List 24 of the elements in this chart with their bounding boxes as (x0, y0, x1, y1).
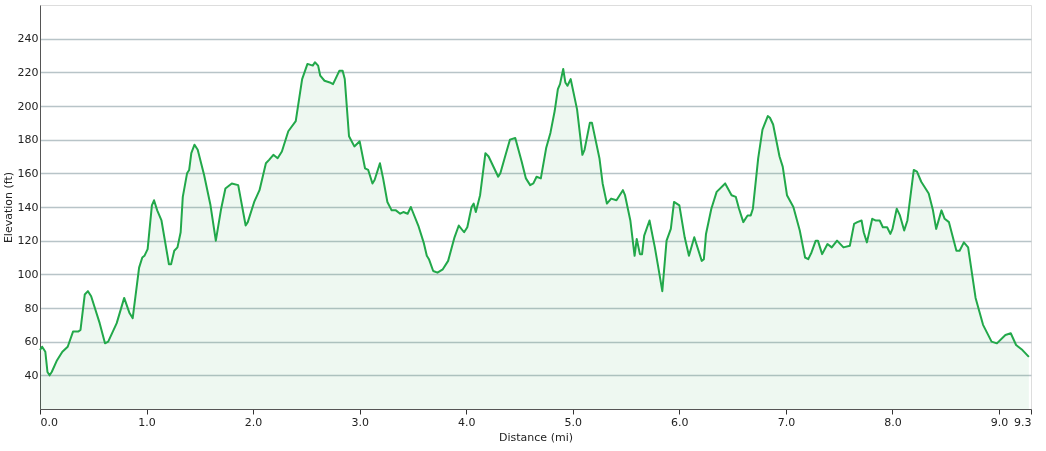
x-tick-label: 9.0 (990, 415, 1009, 429)
x-tick-label: 6.0 (671, 415, 689, 429)
y-tick-label: 40 (24, 368, 39, 382)
y-tick-label: 160 (17, 166, 39, 180)
x-tick-label: 2.0 (244, 415, 263, 429)
x-tick-label: 1.0 (138, 415, 156, 429)
y-tick-label: 60 (24, 335, 39, 349)
x-tick-label: 8.0 (884, 415, 902, 429)
x-tick-label: 4.0 (457, 415, 476, 429)
x-tick-label: 9.3 (1014, 415, 1032, 429)
x-tick-label: 7.0 (777, 415, 796, 429)
y-tick-label: 80 (24, 301, 39, 315)
y-tick-label: 200 (17, 99, 39, 113)
y-axis-title: Elevation (ft) (1, 171, 15, 244)
y-tick-label: 100 (17, 267, 39, 281)
y-tick-label: 120 (17, 234, 39, 248)
x-tick-label: 3.0 (351, 415, 369, 429)
y-tick-label: 220 (17, 65, 39, 79)
x-axis-title: Distance (mi) (499, 430, 573, 444)
y-tick-label: 180 (17, 133, 39, 147)
x-tick-label: 0.0 (40, 415, 58, 429)
x-tick-label: 5.0 (564, 415, 583, 429)
y-tick-label: 240 (17, 32, 39, 46)
y-tick-label: 140 (17, 200, 39, 214)
